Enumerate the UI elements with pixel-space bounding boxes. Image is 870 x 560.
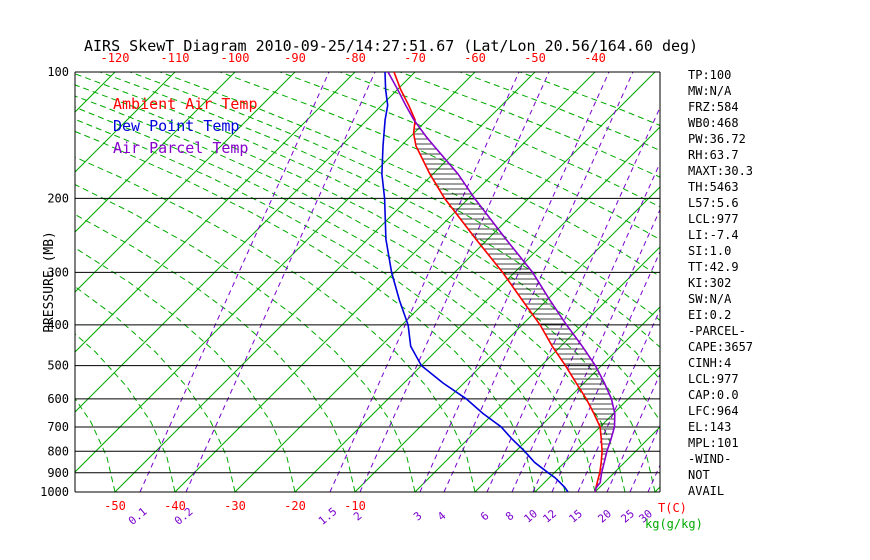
- svg-text:-30: -30: [224, 499, 246, 513]
- svg-text:12: 12: [540, 507, 559, 525]
- stats-line-18: CINH:4: [688, 356, 732, 370]
- stats-line-14: SW:N/A: [688, 292, 732, 306]
- mixing-ratio-grid: [139, 72, 660, 492]
- legend-dewpoint: Dew Point Temp: [113, 117, 240, 135]
- svg-text:25: 25: [618, 507, 637, 525]
- stats-line-24: -WIND-: [688, 452, 732, 466]
- svg-text:0.1: 0.1: [126, 505, 150, 528]
- stats-line-26: AVAIL: [688, 484, 725, 498]
- svg-text:10: 10: [521, 507, 540, 525]
- svg-text:-70: -70: [404, 51, 426, 65]
- ambient-air-temp-curve: [393, 72, 603, 492]
- stats-panel: TP:100 MW:N/A FRZ:584 WB0:468 PW:36.72 RH:63.…: [688, 67, 753, 499]
- moist-adiabat-grid: [75, 72, 660, 492]
- dew-point-temp-curve: [381, 72, 569, 492]
- chart-title: AIRS SkewT Diagram 2010-09-25/14:27:51.6…: [84, 37, 699, 55]
- svg-text:900: 900: [47, 466, 69, 480]
- mixing-axis-label: kg(g/kg): [645, 517, 703, 531]
- pressure-gridlines: [74, 71, 661, 493]
- stats-line-25: NOT: [688, 468, 710, 482]
- pressure-axis-label: PRESSURE (MB): [42, 231, 57, 333]
- svg-text:-120: -120: [101, 51, 130, 65]
- svg-text:600: 600: [47, 392, 69, 406]
- stats-line-20: CAP:0.0: [688, 388, 739, 402]
- stats-line-12: TT:42.9: [688, 260, 739, 274]
- temp-axis-label: T(C): [658, 501, 687, 515]
- svg-text:500: 500: [47, 359, 69, 373]
- svg-text:15: 15: [566, 507, 585, 525]
- isotherm-grid: [75, 72, 660, 492]
- pressure-tick-labels: 100 200 300 400 500 600 700 800 900 1000: [40, 65, 69, 499]
- stats-line-22: EL:143: [688, 420, 732, 434]
- svg-text:300: 300: [47, 265, 69, 279]
- svg-text:100: 100: [47, 65, 69, 79]
- stats-line-9: LCL:977: [688, 212, 739, 226]
- svg-text:-40: -40: [584, 51, 606, 65]
- stats-line-8: L57:5.6: [688, 196, 739, 210]
- svg-text:-110: -110: [161, 51, 190, 65]
- bottom-temp-tick-labels: -50 -40 -30 -20 -10: [104, 499, 366, 513]
- svg-text:6: 6: [478, 509, 491, 523]
- stats-line-2: FRZ:584: [688, 100, 739, 114]
- svg-text:-50: -50: [104, 499, 126, 513]
- stats-line-15: EI:0.2: [688, 308, 732, 322]
- stats-line-13: KI:302: [688, 276, 732, 290]
- svg-text:-40: -40: [164, 499, 186, 513]
- svg-text:-100: -100: [221, 51, 250, 65]
- svg-text:-80: -80: [344, 51, 366, 65]
- svg-text:3: 3: [411, 509, 424, 523]
- svg-text:-90: -90: [284, 51, 306, 65]
- svg-text:-10: -10: [344, 499, 366, 513]
- stats-line-10: LI:-7.4: [688, 228, 739, 242]
- svg-text:8: 8: [503, 509, 516, 523]
- stats-line-6: MAXT:30.3: [688, 164, 754, 178]
- legend-ambient: Ambient Air Temp: [113, 95, 258, 113]
- stats-line-3: WB0:468: [688, 116, 739, 130]
- stats-line-16: -PARCEL-: [688, 324, 746, 338]
- stats-line-0: TP:100: [688, 68, 732, 82]
- svg-text:-20: -20: [284, 499, 306, 513]
- svg-text:-60: -60: [464, 51, 486, 65]
- svg-text:4: 4: [435, 509, 449, 523]
- legend: Ambient Air Temp Dew Point Temp Air Parcel…: [113, 93, 258, 159]
- air-parcel-temp-curve: [387, 72, 616, 492]
- stats-line-4: PW:36.72: [688, 132, 746, 146]
- stats-line-21: LFC:964: [688, 404, 739, 418]
- stats-line-1: MW:N/A: [688, 84, 732, 98]
- svg-text:20: 20: [595, 507, 614, 525]
- stats-line-23: MPL:101: [688, 436, 739, 450]
- svg-text:400: 400: [47, 318, 69, 332]
- svg-text:700: 700: [47, 420, 69, 434]
- svg-text:-50: -50: [524, 51, 546, 65]
- cape-hatch-area: [413, 123, 615, 485]
- svg-text:1.5: 1.5: [316, 505, 340, 528]
- stats-line-19: LCL:977: [688, 372, 739, 386]
- stats-line-17: CAPE:3657: [688, 340, 754, 354]
- svg-text:1000: 1000: [40, 485, 69, 499]
- stats-line-11: SI:1.0: [688, 244, 732, 258]
- stats-line-5: RH:63.7: [688, 148, 739, 162]
- legend-parcel: Air Parcel Temp: [113, 139, 249, 157]
- svg-text:200: 200: [47, 191, 69, 205]
- top-temp-tick-labels: -120 -110 -100 -90 -80 -70 -60 -50 -40: [101, 51, 606, 65]
- mixing-ratio-tick-labels: 0.1 0.2 1.5 2 3 4 6 8 10 12 15 20 25 30: [126, 505, 655, 528]
- svg-text:800: 800: [47, 444, 69, 458]
- stats-line-7: TH:5463: [688, 180, 739, 194]
